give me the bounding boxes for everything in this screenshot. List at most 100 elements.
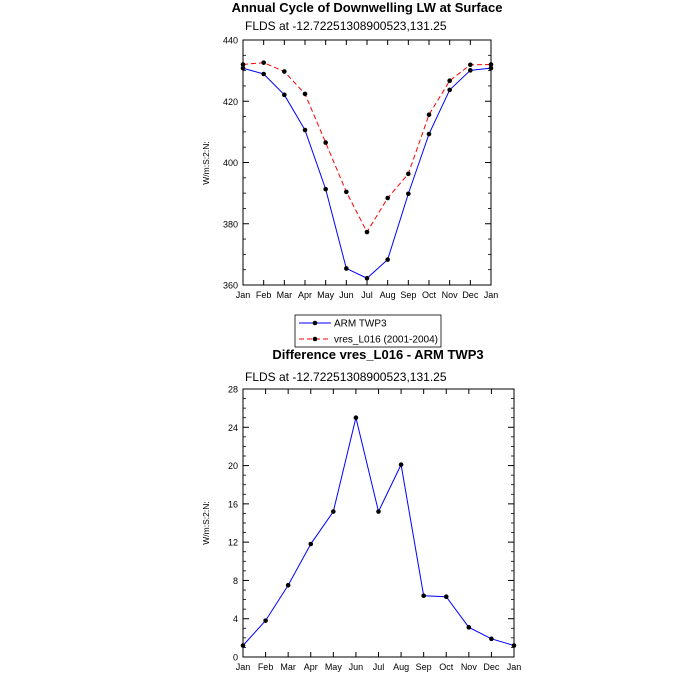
- y-tick-label: 380: [223, 219, 238, 229]
- top-chart-series: [240, 60, 494, 281]
- legend-marker-vres: [312, 336, 318, 342]
- series-2-point: [468, 62, 473, 68]
- x-tick-label: Jun: [339, 290, 354, 300]
- top-chart-y-axis-label: W/m:S:2:N:: [201, 141, 211, 184]
- x-tick-label: Oct: [422, 290, 437, 300]
- series-1-point: [421, 593, 426, 599]
- x-tick-label: Dec: [483, 662, 500, 672]
- bottom-chart-plot-frame: [242, 388, 515, 658]
- x-tick-label: Jan: [507, 662, 522, 672]
- x-tick-label: Apr: [304, 662, 318, 672]
- series-1-point: [353, 415, 359, 421]
- bottom-chart-ticks: Jan Feb Mar Apr May Jun Jul Aug Sep Oct Nov Dec Jan0…: [228, 385, 521, 673]
- y-tick-label: 440: [223, 36, 238, 46]
- series-2-point: [488, 62, 494, 67]
- y-tick-label: 400: [223, 158, 238, 168]
- x-tick-label: Feb: [256, 290, 272, 300]
- series-2-point: [282, 69, 287, 74]
- series-1-point: [466, 625, 472, 630]
- series-1-point: [331, 509, 336, 514]
- series-1-point: [263, 618, 268, 623]
- bottom-chart-series: [240, 415, 517, 648]
- top-chart-title: Annual Cycle of Downwelling LW at Surfac…: [232, 0, 503, 15]
- y-tick-label: 420: [223, 97, 238, 107]
- series-1-point: [302, 127, 308, 133]
- series-1-point: [385, 257, 390, 262]
- series-1-point: [261, 71, 266, 77]
- x-tick-label: Jun: [349, 662, 364, 672]
- y-tick-label: 8: [233, 576, 238, 586]
- series-1-point: [468, 68, 473, 73]
- series-1-point: [447, 87, 452, 93]
- series-line-2: [242, 62, 492, 234]
- y-tick-label: 28: [228, 385, 238, 395]
- x-tick-label: Mar: [280, 662, 296, 672]
- bottom-chart-y-axis-label: W/m:S:2:N:: [201, 501, 211, 544]
- series-1-point: [489, 636, 494, 642]
- legend-box: [294, 314, 442, 348]
- x-tick-label: Feb: [258, 662, 274, 672]
- series-1-point: [364, 275, 370, 281]
- series-1-point: [240, 643, 246, 648]
- top-chart-ticks: Jan Feb Mar Apr May Jun Jul Aug Sep Oct Nov Dec Jan3…: [223, 36, 498, 301]
- series-2-point: [364, 229, 370, 235]
- x-tick-label: Nov: [461, 662, 478, 672]
- x-tick-label: Nov: [442, 290, 459, 300]
- y-tick-label: 24: [228, 423, 238, 433]
- series-1-point: [426, 131, 432, 137]
- series-1-point: [240, 65, 246, 71]
- series-2-point: [240, 62, 246, 67]
- x-tick-label: Sep: [416, 662, 432, 672]
- series-1-point: [443, 594, 449, 599]
- series-1-point: [511, 643, 517, 648]
- legend-marker-arm-twp3: [312, 320, 318, 326]
- x-tick-label: Aug: [380, 290, 396, 300]
- difference-chart: Difference vres_L016 - ARM TWP3 FLDS at …: [201, 347, 521, 672]
- x-tick-label: Jan: [236, 290, 251, 300]
- series-1-point: [488, 65, 494, 71]
- series-1-point: [285, 582, 291, 588]
- series-1-point: [406, 191, 411, 197]
- legend-label-arm-twp3: ARM TWP3: [334, 319, 387, 330]
- top-chart-plot-frame: [242, 39, 492, 286]
- series-2-point: [344, 189, 349, 195]
- x-tick-label: Mar: [277, 290, 293, 300]
- series-1-point: [398, 462, 404, 467]
- series-1-point: [323, 186, 328, 192]
- series-1-point: [308, 541, 314, 547]
- series-2-point: [406, 171, 411, 177]
- x-tick-label: Oct: [439, 662, 454, 672]
- series-line-1: [242, 417, 515, 646]
- series-1-point: [344, 266, 349, 271]
- x-tick-label: Jul: [361, 290, 373, 300]
- x-tick-label: Jan: [236, 662, 251, 672]
- x-tick-label: May: [325, 662, 343, 672]
- x-tick-label: Jul: [373, 662, 385, 672]
- bottom-chart-subtitle: FLDS at -12.72251308900523,131.25: [245, 370, 447, 384]
- series-2-point: [261, 60, 266, 65]
- top-chart-legend: ARM TWP3 vres_L016 (2001-2004): [294, 314, 442, 348]
- series-2-point: [302, 91, 308, 97]
- series-line-1: [242, 67, 492, 279]
- annual-cycle-chart: Annual Cycle of Downwelling LW at Surfac…: [201, 0, 503, 348]
- series-2-point: [426, 112, 432, 118]
- series-1-point: [282, 92, 287, 98]
- bottom-chart-title: Difference vres_L016 - ARM TWP3: [272, 347, 483, 362]
- top-chart-subtitle: FLDS at -12.72251308900523,131.25: [245, 19, 447, 33]
- x-tick-label: Sep: [400, 290, 416, 300]
- x-tick-label: May: [317, 290, 335, 300]
- x-tick-label: Aug: [393, 662, 409, 672]
- y-tick-label: 0: [233, 653, 238, 663]
- y-tick-label: 12: [228, 538, 238, 548]
- y-tick-label: 4: [233, 614, 238, 624]
- series-2-point: [323, 140, 328, 145]
- y-tick-label: 20: [228, 461, 238, 471]
- x-tick-label: Apr: [298, 290, 312, 300]
- series-1-point: [376, 509, 381, 514]
- legend-label-vres: vres_L016 (2001-2004): [334, 335, 438, 346]
- y-tick-label: 16: [228, 499, 238, 509]
- y-tick-label: 360: [223, 281, 238, 291]
- series-2-point: [385, 195, 390, 201]
- x-tick-label: Dec: [462, 290, 479, 300]
